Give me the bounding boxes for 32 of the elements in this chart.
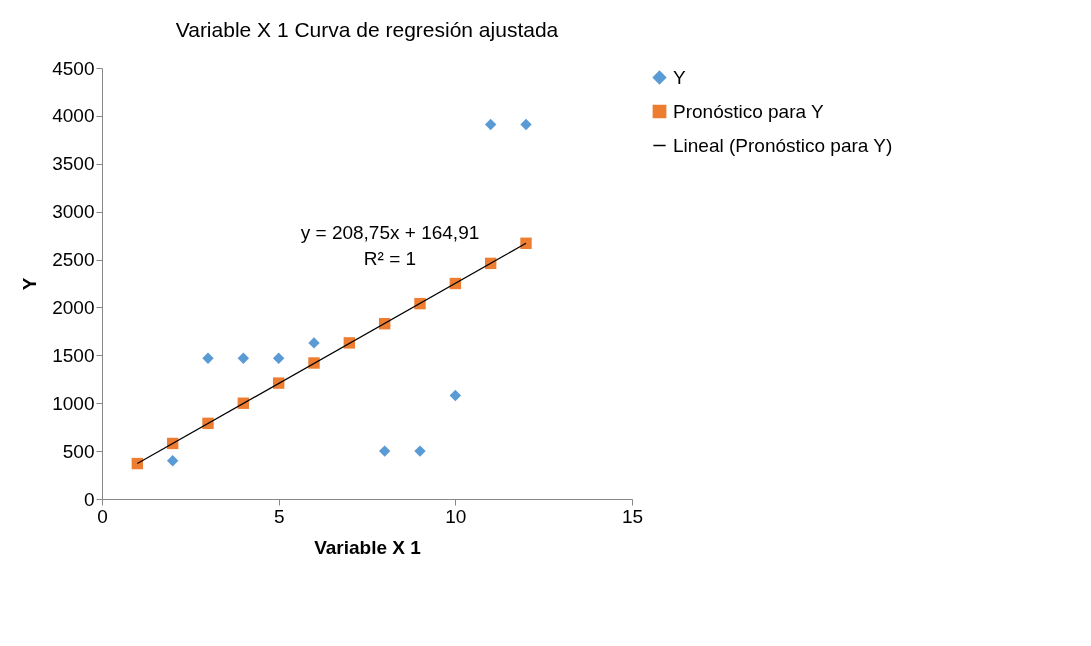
y-tick-label: 1500	[52, 344, 95, 366]
point	[202, 352, 214, 364]
point	[449, 389, 462, 402]
legend-label: Pronóstico para Y	[673, 100, 825, 122]
y-tick-label: 3500	[52, 153, 95, 175]
point	[237, 352, 250, 364]
chart-title: Variable X 1 Curva de regresión ajustada	[175, 18, 559, 41]
y-tick-label: 2500	[52, 249, 95, 271]
point	[484, 118, 497, 131]
point	[520, 118, 532, 131]
legend-label: Lineal (Pronóstico para Y)	[673, 134, 893, 156]
annotation: R² = 1	[363, 248, 417, 269]
y-tick-label: 500	[62, 440, 95, 462]
x-axis-title: Variable X 1	[314, 536, 422, 558]
x-tick-label: 5	[273, 505, 285, 527]
point	[166, 454, 179, 467]
legend-label: Y	[673, 66, 686, 88]
y-tick-label: 3000	[52, 201, 95, 223]
y-tick-label: 2000	[52, 296, 95, 318]
point	[308, 337, 320, 349]
y-tick-label: 1000	[52, 392, 95, 414]
y-axis-title: Y	[19, 277, 41, 291]
y-tick-label: 0	[83, 488, 95, 510]
annotation: y = 208,75x + 164,91	[300, 222, 480, 243]
x-tick-label: 10	[445, 505, 467, 527]
y-tick-label: 4000	[52, 105, 95, 127]
y-tick-label: 4500	[52, 57, 95, 79]
x-tick-label: 15	[621, 505, 644, 527]
point	[272, 352, 285, 364]
point	[378, 445, 391, 457]
point	[520, 237, 532, 249]
point	[414, 445, 426, 457]
